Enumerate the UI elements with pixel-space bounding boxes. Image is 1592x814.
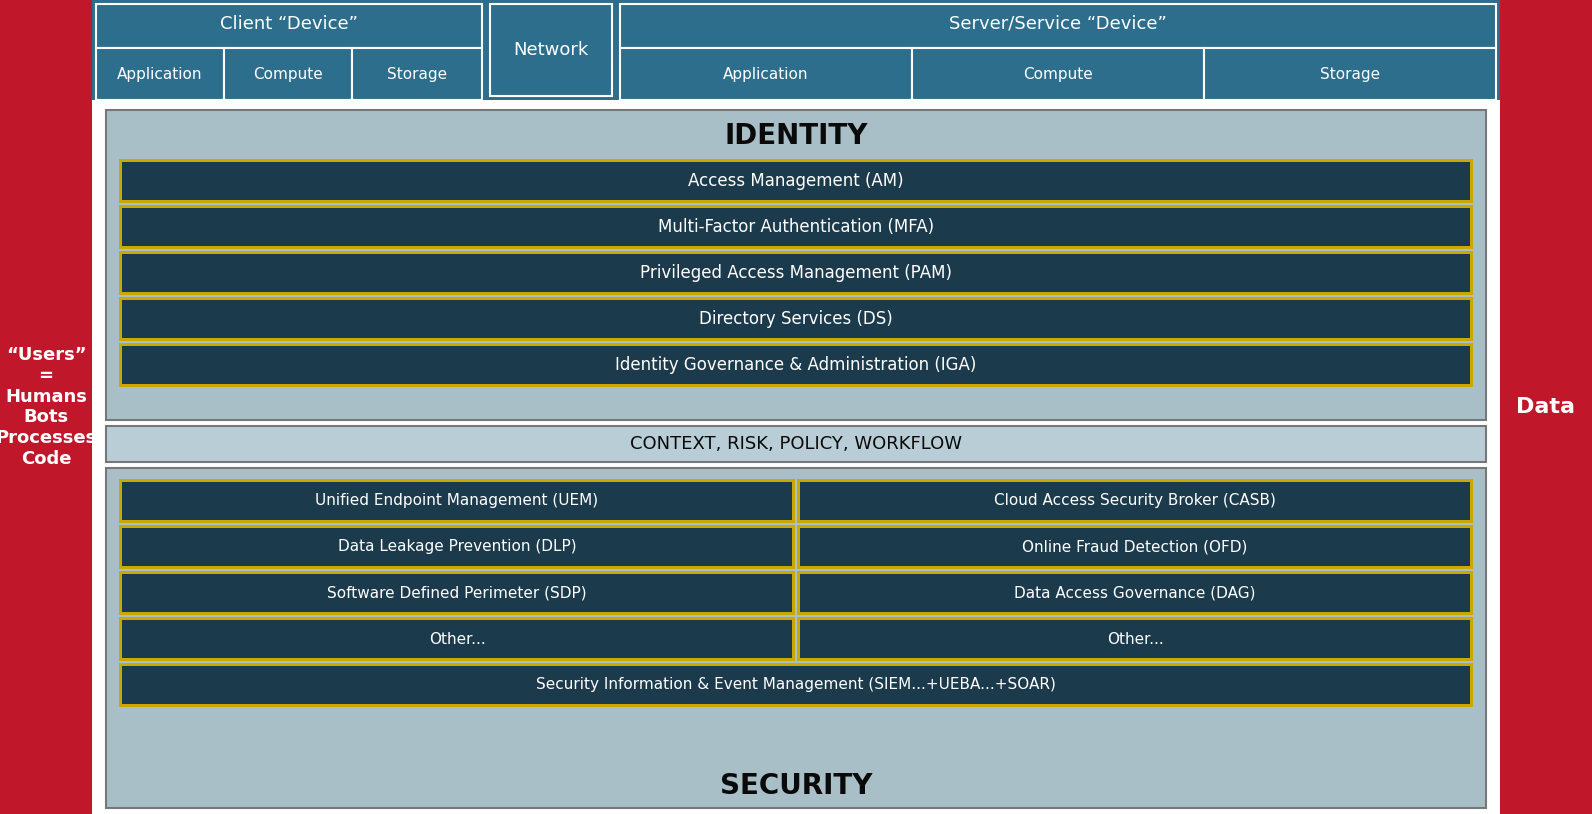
Text: Other...: Other...: [1106, 632, 1164, 646]
Text: Client “Device”: Client “Device”: [220, 15, 358, 33]
Bar: [798, 571, 1473, 615]
Text: CONTEXT, RISK, POLICY, WORKFLOW: CONTEXT, RISK, POLICY, WORKFLOW: [630, 435, 962, 453]
Bar: [123, 620, 791, 658]
Bar: [107, 426, 1485, 462]
Text: Storage: Storage: [1320, 67, 1380, 81]
Bar: [490, 4, 611, 96]
Text: SECURITY: SECURITY: [720, 772, 872, 800]
Bar: [123, 574, 791, 612]
Bar: [107, 468, 1485, 808]
Text: Network: Network: [513, 41, 589, 59]
Text: Compute: Compute: [1024, 67, 1092, 81]
Text: Storage: Storage: [387, 67, 447, 81]
Text: Online Fraud Detection (OFD): Online Fraud Detection (OFD): [1022, 540, 1248, 554]
Bar: [123, 666, 1469, 704]
Bar: [801, 620, 1469, 658]
Bar: [119, 297, 1473, 341]
Text: Software Defined Perimeter (SDP): Software Defined Perimeter (SDP): [328, 585, 587, 601]
Text: Data Access Governance (DAG): Data Access Governance (DAG): [1014, 585, 1256, 601]
Bar: [119, 479, 794, 523]
Text: Compute: Compute: [253, 67, 323, 81]
Bar: [123, 482, 791, 520]
Text: Server/Service “Device”: Server/Service “Device”: [949, 15, 1167, 33]
Bar: [224, 48, 352, 100]
Text: Unified Endpoint Management (UEM): Unified Endpoint Management (UEM): [315, 493, 599, 509]
Bar: [619, 48, 912, 100]
Bar: [123, 346, 1469, 384]
Bar: [798, 617, 1473, 661]
Text: Identity Governance & Administration (IGA): Identity Governance & Administration (IG…: [616, 356, 976, 374]
Bar: [92, 0, 1500, 814]
Text: Cloud Access Security Broker (CASB): Cloud Access Security Broker (CASB): [993, 493, 1275, 509]
Bar: [92, 0, 1500, 100]
Bar: [798, 525, 1473, 569]
Bar: [801, 482, 1469, 520]
Bar: [119, 571, 794, 615]
Bar: [119, 251, 1473, 295]
Bar: [619, 4, 1496, 48]
Text: Security Information & Event Management (SIEM...+UEBA...+SOAR): Security Information & Event Management …: [537, 677, 1055, 693]
Bar: [798, 479, 1473, 523]
Bar: [352, 48, 482, 100]
Bar: [119, 525, 794, 569]
Bar: [123, 208, 1469, 246]
Bar: [96, 48, 224, 100]
Bar: [119, 205, 1473, 249]
Bar: [107, 110, 1485, 420]
Bar: [0, 0, 92, 814]
Bar: [119, 617, 794, 661]
Bar: [123, 254, 1469, 292]
Bar: [1204, 48, 1496, 100]
Text: Data: Data: [1517, 397, 1576, 417]
Text: Application: Application: [118, 67, 202, 81]
Bar: [801, 574, 1469, 612]
Bar: [119, 159, 1473, 203]
Text: Access Management (AM): Access Management (AM): [688, 172, 904, 190]
Bar: [1500, 0, 1592, 814]
Text: Other...: Other...: [428, 632, 486, 646]
Bar: [801, 528, 1469, 566]
Text: Directory Services (DS): Directory Services (DS): [699, 310, 893, 328]
Text: Application: Application: [723, 67, 809, 81]
Text: IDENTITY: IDENTITY: [724, 122, 868, 150]
Bar: [912, 48, 1204, 100]
Bar: [119, 663, 1473, 707]
Text: “Users”
=
Humans
Bots
Processes
Code: “Users” = Humans Bots Processes Code: [0, 346, 97, 468]
Bar: [123, 528, 791, 566]
Bar: [96, 4, 482, 48]
Text: Multi-Factor Authentication (MFA): Multi-Factor Authentication (MFA): [657, 218, 935, 236]
Text: Data Leakage Prevention (DLP): Data Leakage Prevention (DLP): [338, 540, 576, 554]
Text: Privileged Access Management (PAM): Privileged Access Management (PAM): [640, 264, 952, 282]
Bar: [119, 343, 1473, 387]
Bar: [123, 162, 1469, 200]
Bar: [123, 300, 1469, 338]
